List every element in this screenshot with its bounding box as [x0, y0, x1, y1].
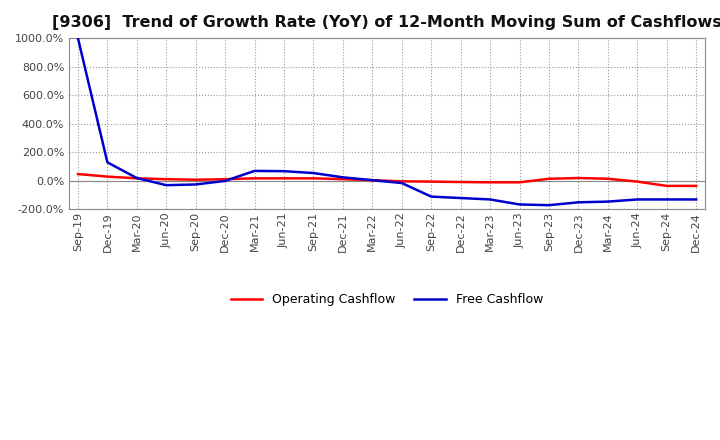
Free Cashflow	[544, 202, 553, 208]
Operating Cashflow	[103, 174, 112, 179]
Legend: Operating Cashflow, Free Cashflow: Operating Cashflow, Free Cashflow	[226, 288, 548, 311]
Line: Operating Cashflow: Operating Cashflow	[78, 174, 696, 186]
Operating Cashflow	[132, 176, 141, 181]
Free Cashflow	[603, 199, 612, 204]
Free Cashflow	[368, 178, 377, 183]
Free Cashflow	[103, 160, 112, 165]
Free Cashflow	[486, 197, 495, 202]
Operating Cashflow	[516, 180, 524, 185]
Operating Cashflow	[574, 176, 582, 181]
Free Cashflow	[662, 197, 671, 202]
Operating Cashflow	[544, 176, 553, 181]
Operating Cashflow	[397, 179, 406, 184]
Free Cashflow	[309, 170, 318, 176]
Free Cashflow	[221, 178, 230, 183]
Operating Cashflow	[692, 183, 701, 188]
Operating Cashflow	[73, 172, 82, 177]
Operating Cashflow	[456, 180, 465, 185]
Operating Cashflow	[192, 177, 200, 183]
Operating Cashflow	[486, 180, 495, 185]
Operating Cashflow	[279, 176, 288, 181]
Operating Cashflow	[221, 176, 230, 182]
Free Cashflow	[633, 197, 642, 202]
Free Cashflow	[192, 182, 200, 187]
Free Cashflow	[162, 183, 171, 188]
Free Cashflow	[516, 202, 524, 207]
Operating Cashflow	[251, 176, 259, 181]
Free Cashflow	[456, 195, 465, 201]
Free Cashflow	[397, 180, 406, 186]
Operating Cashflow	[662, 183, 671, 188]
Operating Cashflow	[603, 176, 612, 181]
Title: [9306]  Trend of Growth Rate (YoY) of 12-Month Moving Sum of Cashflows: [9306] Trend of Growth Rate (YoY) of 12-…	[52, 15, 720, 30]
Free Cashflow	[73, 36, 82, 41]
Operating Cashflow	[427, 179, 436, 184]
Free Cashflow	[692, 197, 701, 202]
Free Cashflow	[279, 169, 288, 174]
Operating Cashflow	[633, 179, 642, 184]
Free Cashflow	[132, 176, 141, 181]
Operating Cashflow	[368, 178, 377, 183]
Free Cashflow	[251, 168, 259, 173]
Free Cashflow	[427, 194, 436, 199]
Line: Free Cashflow: Free Cashflow	[78, 38, 696, 205]
Free Cashflow	[338, 175, 347, 180]
Operating Cashflow	[309, 176, 318, 181]
Operating Cashflow	[338, 176, 347, 182]
Operating Cashflow	[162, 176, 171, 182]
Free Cashflow	[574, 200, 582, 205]
